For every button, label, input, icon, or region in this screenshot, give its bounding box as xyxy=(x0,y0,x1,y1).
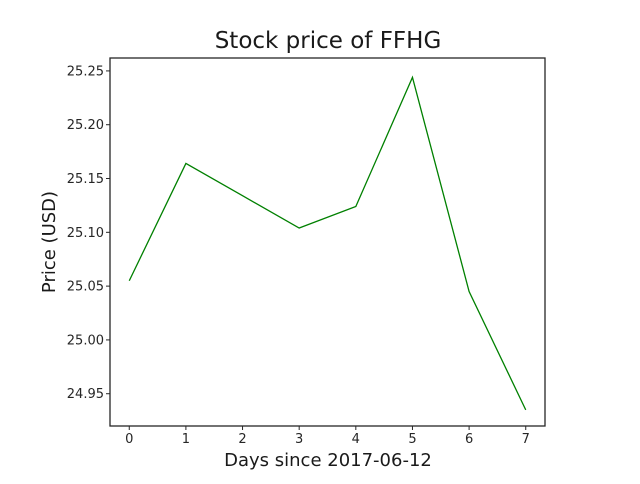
x-tick-label: 4 xyxy=(352,432,360,447)
y-axis-label: Price (USD) xyxy=(39,191,60,293)
x-tick-label: 2 xyxy=(238,432,246,447)
plot-frame xyxy=(109,57,546,427)
y-tick-label: 25.25 xyxy=(67,64,104,79)
y-tick-label: 25.20 xyxy=(67,118,104,133)
x-axis-label: Days since 2017-06-12 xyxy=(224,450,432,471)
plot-area: 0 1 2 3 4 5 6 7 24.95 25.00 25.05 25.10 25.15 25.20 25… xyxy=(67,57,546,447)
y-tick-label: 25.10 xyxy=(67,226,104,241)
x-tick-label: 1 xyxy=(182,432,190,447)
x-tick-label: 0 xyxy=(125,432,133,447)
x-tick-label: 7 xyxy=(522,432,530,447)
chart-title: Stock price of FFHG xyxy=(215,28,442,54)
y-tick-label: 25.05 xyxy=(67,280,104,295)
y-tick-label: 24.95 xyxy=(67,387,104,402)
y-tick-label: 25.00 xyxy=(67,333,104,348)
y-tick-label: 25.15 xyxy=(67,172,104,187)
x-tick-label: 5 xyxy=(408,432,416,447)
x-tick-label: 3 xyxy=(295,432,303,447)
x-tick-label: 6 xyxy=(465,432,473,447)
series-line xyxy=(128,75,527,411)
